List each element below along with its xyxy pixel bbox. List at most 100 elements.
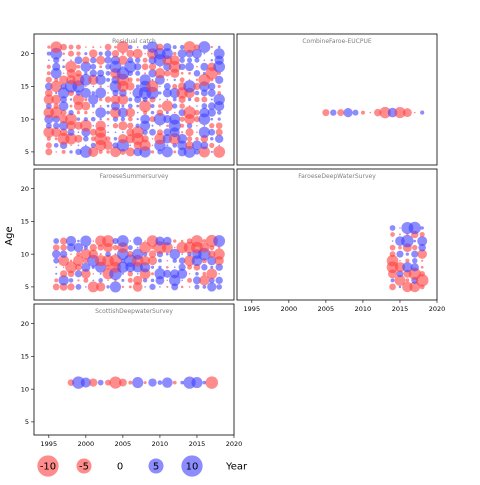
residual-bubble: [124, 60, 137, 73]
residual-bubble: [45, 122, 52, 129]
residual-bubble: [60, 237, 68, 245]
residual-bubble: [194, 149, 200, 155]
residual-bubble: [159, 286, 161, 288]
residual-bubble: [155, 236, 165, 246]
residual-bubble: [343, 107, 353, 118]
residual-bubble: [114, 45, 117, 49]
residual-bubble: [60, 244, 67, 251]
residual-bubble: [218, 144, 220, 147]
residual-bubble: [77, 131, 80, 134]
residual-bubble: [195, 137, 199, 141]
residual-bubble: [166, 98, 169, 101]
residual-bubble: [337, 109, 345, 117]
residual-bubble: [53, 122, 60, 129]
residual-bubble: [139, 100, 152, 113]
residual-bubble: [200, 62, 209, 71]
residual-bubble: [398, 245, 402, 250]
residual-bubble: [215, 276, 223, 285]
residual-bubble: [112, 123, 119, 129]
residual-bubble: [188, 286, 191, 288]
residual-bubble: [210, 137, 214, 141]
panel-frame: [33, 303, 235, 436]
residual-bubble: [203, 124, 206, 127]
residual-bubble: [135, 123, 140, 128]
residual-bubble: [156, 109, 164, 116]
residual-bubble: [208, 102, 216, 110]
residual-bubble: [390, 232, 395, 237]
residual-bubble: [75, 70, 82, 77]
residual-bubble: [194, 284, 200, 290]
residual-bubble: [195, 271, 199, 276]
x-tick-label: 2020: [429, 305, 446, 313]
residual-bubble: [89, 128, 97, 136]
residual-bubble: [68, 109, 74, 116]
residual-bubble: [163, 115, 172, 124]
residual-bubble: [62, 266, 65, 269]
residual-bubble: [173, 111, 176, 114]
residual-bubble: [51, 127, 62, 138]
residual-bubble: [215, 263, 223, 271]
residual-bubble: [208, 128, 216, 136]
residual-bubble: [103, 140, 113, 150]
residual-bubble: [387, 107, 398, 118]
residual-bubble: [418, 243, 426, 252]
residual-bubble: [202, 285, 207, 289]
residual-bubble: [104, 43, 112, 51]
residual-bubble: [401, 234, 414, 248]
residual-bubble: [420, 265, 424, 269]
x-axis-title: Year: [225, 462, 248, 473]
residual-bubble: [106, 77, 111, 82]
residual-bubble: [170, 269, 180, 279]
residual-bubble: [405, 258, 410, 263]
residual-bubble: [218, 272, 220, 275]
residual-bubble: [394, 274, 406, 286]
residual-bubble: [45, 142, 52, 149]
residual-bubble: [146, 41, 159, 53]
residual-bubble: [151, 78, 154, 81]
residual-bubble: [151, 124, 154, 127]
residual-bubble: [166, 124, 169, 127]
residual-bubble: [207, 89, 216, 97]
residual-bubble: [186, 136, 193, 142]
residual-bubble: [207, 108, 216, 117]
residual-bubble: [105, 136, 111, 142]
residual-bubble: [196, 124, 198, 127]
residual-bubble: [125, 107, 136, 118]
residual-bubble: [396, 250, 404, 258]
residual-bubble: [193, 70, 201, 77]
residual-bubble: [52, 249, 61, 259]
panel-5: ScottishDeepwaterSurvey 5 10 15 20 1995 2000 20…: [21, 303, 242, 448]
residual-bubble: [166, 79, 169, 81]
residual-bubble: [45, 103, 52, 110]
residual-bubble: [92, 124, 95, 127]
residual-bubble: [210, 117, 214, 121]
residual-bubble: [55, 272, 58, 275]
residual-bubble: [128, 285, 132, 289]
panel-title: CombineFaroe-EUCPUE: [302, 38, 371, 45]
panel-3: FaroeseSummersurvey 5 10 15 20: [21, 168, 235, 301]
residual-bubble: [188, 71, 191, 75]
residual-bubble: [96, 282, 106, 292]
residual-bubble: [150, 150, 155, 154]
residual-bubble: [85, 46, 87, 48]
residual-bubble: [148, 69, 157, 78]
residual-bubble: [121, 285, 125, 289]
residual-bubble: [68, 44, 74, 50]
residual-bubble: [50, 67, 62, 79]
residual-bubble: [105, 63, 111, 70]
y-tick-label: 10: [21, 385, 29, 393]
residual-bubble: [192, 48, 202, 59]
residual-bubble: [50, 80, 62, 93]
residual-bubble: [399, 227, 401, 229]
residual-bubble: [166, 285, 169, 288]
residual-bubble: [70, 253, 72, 255]
residual-bubble: [213, 145, 226, 158]
residual-bubble: [107, 92, 109, 94]
residual-bubble: [213, 93, 225, 106]
residual-bubble: [81, 269, 91, 279]
residual-bubble: [173, 266, 176, 269]
residual-bubble: [180, 123, 185, 128]
residual-bubble: [76, 110, 81, 115]
residual-bubble: [136, 46, 139, 48]
residual-bubble: [214, 134, 224, 144]
